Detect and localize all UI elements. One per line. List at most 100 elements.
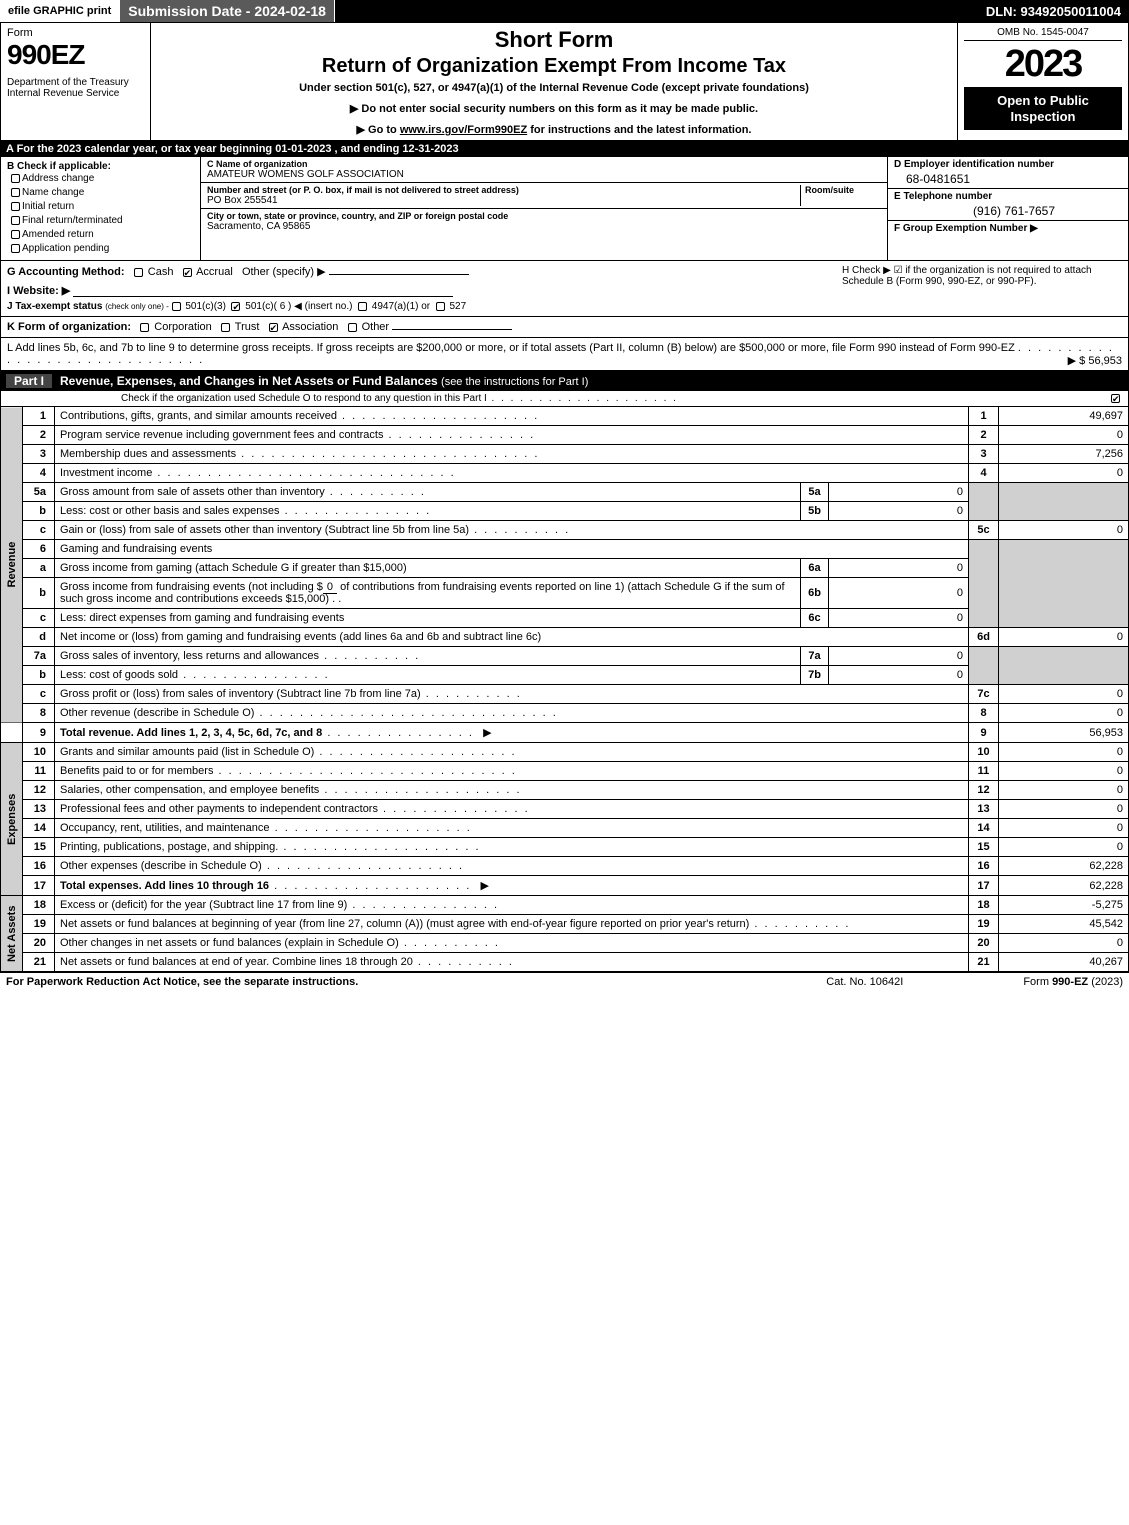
opt-initial: Initial return [22,201,74,212]
line-5a: 5a Gross amount from sale of assets othe… [1,483,1129,502]
j-sub: (check only one) - [105,302,169,311]
opt-address: Address change [22,173,94,184]
l5b-iv: 0 [829,502,969,521]
l1-desc: Contributions, gifts, grants, and simila… [55,407,969,426]
chk-name-change[interactable]: Name change [11,186,194,200]
l16-ln: 16 [969,857,999,876]
line-7a: 7a Gross sales of inventory, less return… [1,647,1129,666]
omb-number: OMB No. 1545-0047 [964,27,1122,41]
efile-label[interactable]: efile GRAPHIC print [0,0,120,22]
line-7c: c Gross profit or (loss) from sales of i… [1,685,1129,704]
l11-num: 11 [23,762,55,781]
l21-num: 21 [23,953,55,972]
chk-cash[interactable] [134,268,143,277]
line-20: 20 Other changes in net assets or fund b… [1,934,1129,953]
l5-gray-amt [999,483,1129,521]
l7b-iv: 0 [829,666,969,685]
k-o3: Association [282,321,338,333]
line-13: 13 Professional fees and other payments … [1,800,1129,819]
lines-table: Revenue 1 Contributions, gifts, grants, … [0,407,1129,972]
l7a-desc: Gross sales of inventory, less returns a… [55,647,801,666]
chk-initial[interactable]: Initial return [11,200,194,214]
dln-label: DLN: 93492050011004 [978,0,1129,22]
line-21: 21 Net assets or fund balances at end of… [1,953,1129,972]
row-a: A For the 2023 calendar year, or tax yea… [0,141,1129,157]
l7a-num: 7a [23,647,55,666]
addr-row: Number and street (or P. O. box, if mail… [201,183,887,209]
irs-link[interactable]: www.irs.gov/Form990EZ [400,124,527,136]
l8-ln: 8 [969,704,999,723]
l6c-desc: Less: direct expenses from gaming and fu… [55,609,801,628]
line-6d: d Net income or (loss) from gaming and f… [1,628,1129,647]
chk-501c[interactable] [231,302,240,311]
l3-ln: 3 [969,445,999,464]
l8-desc: Other revenue (describe in Schedule O) [55,704,969,723]
chk-assoc[interactable] [269,323,278,332]
l6d-amt: 0 [999,628,1129,647]
l1-num: 1 [23,407,55,426]
i-lbl: I Website: ▶ [7,285,70,297]
l6c-iv: 0 [829,609,969,628]
l8-num: 8 [23,704,55,723]
l1-ln: 1 [969,407,999,426]
l6c-num: c [23,609,55,628]
chk-501c3[interactable] [172,302,181,311]
l7c-ln: 7c [969,685,999,704]
line-17: 17 Total expenses. Add lines 10 through … [1,876,1129,896]
l8-amt: 0 [999,704,1129,723]
note-website: ▶ Go to www.irs.gov/Form990EZ for instru… [159,123,949,136]
l6a-iv: 0 [829,559,969,578]
footer-left: For Paperwork Reduction Act Notice, see … [6,976,826,988]
spacer [335,0,978,22]
l4-desc: Investment income [55,464,969,483]
form-number: 990EZ [7,39,144,71]
top-bar: efile GRAPHIC print Submission Date - 20… [0,0,1129,22]
col-c: C Name of organization AMATEUR WOMENS GO… [201,157,888,260]
g-cash: Cash [148,266,174,278]
d-row: D Employer identification number 68-0481… [888,157,1128,189]
chk-4947[interactable] [358,302,367,311]
chk-corp[interactable] [140,323,149,332]
phone-value: (916) 761-7657 [906,204,1122,218]
chk-pending[interactable]: Application pending [11,242,194,256]
l2-desc: Program service revenue including govern… [55,426,969,445]
line-5b: b Less: cost or other basis and sales ex… [1,502,1129,521]
l13-ln: 13 [969,800,999,819]
l14-num: 14 [23,819,55,838]
website-blank[interactable] [73,285,453,297]
l7c-amt: 0 [999,685,1129,704]
l11-ln: 11 [969,762,999,781]
chk-schedule-o[interactable] [1111,393,1122,404]
chk-address-change[interactable]: Address change [11,172,194,186]
l20-ln: 20 [969,934,999,953]
line-12: 12 Salaries, other compensation, and emp… [1,781,1129,800]
opt-final: Final return/terminated [22,215,123,226]
line-15: 15 Printing, publications, postage, and … [1,838,1129,857]
chk-accrual[interactable] [183,268,192,277]
chk-trust[interactable] [221,323,230,332]
line-3: 3 Membership dues and assessments 3 7,25… [1,445,1129,464]
chk-other[interactable] [348,323,357,332]
l17-num: 17 [23,876,55,896]
form-header: Form 990EZ Department of the Treasury In… [0,22,1129,141]
l9-desc: Total revenue. Add lines 1, 2, 3, 4, 5c,… [55,723,969,743]
chk-final[interactable]: Final return/terminated [11,214,194,228]
chk-amended[interactable]: Amended return [11,228,194,242]
col-b: B Check if applicable: Address change Na… [1,157,201,260]
sidebar-blank-9 [1,723,23,743]
l6a-in: 6a [801,559,829,578]
j-o2: 501(c)( 6 ) ◀ (insert no.) [245,301,352,312]
line-6c: c Less: direct expenses from gaming and … [1,609,1129,628]
l14-ln: 14 [969,819,999,838]
l13-desc: Professional fees and other payments to … [55,800,969,819]
l16-amt: 62,228 [999,857,1129,876]
l15-ln: 15 [969,838,999,857]
line-8: 8 Other revenue (describe in Schedule O)… [1,704,1129,723]
part-i-title-sub: (see the instructions for Part I) [441,376,588,388]
l7a-in: 7a [801,647,829,666]
line-7b: b Less: cost of goods sold 7b 0 [1,666,1129,685]
footer: For Paperwork Reduction Act Notice, see … [0,972,1129,991]
chk-527[interactable] [436,302,445,311]
short-form-label: Short Form [159,27,949,53]
l19-amt: 45,542 [999,915,1129,934]
